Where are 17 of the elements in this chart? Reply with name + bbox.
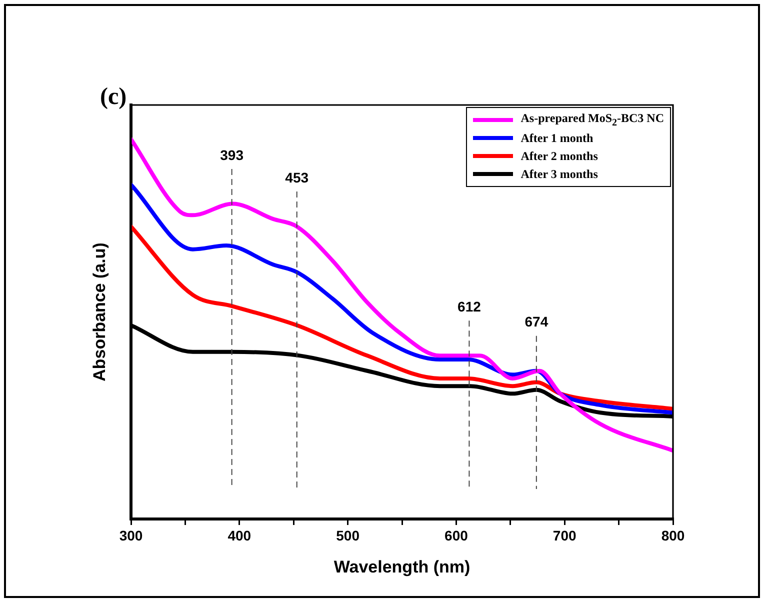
- x-tick-label: 300: [119, 527, 143, 544]
- ref-line-label: 453: [285, 169, 309, 186]
- ref-line-label: 612: [458, 298, 482, 315]
- legend-label: As-prepared MoS$_{2}$-BC3 NC: [520, 111, 664, 129]
- legend-label: After 3 months: [520, 166, 598, 182]
- ref-line-label: 393: [220, 146, 244, 163]
- x-tick-label: 800: [661, 527, 685, 544]
- chart-title: (c): [100, 84, 127, 111]
- y-axis-title: Absorbance (a.u): [90, 242, 109, 382]
- legend-label: After 1 month: [520, 130, 594, 146]
- ref-line-label: 674: [524, 314, 548, 330]
- x-tick-label: 400: [228, 527, 252, 544]
- x-axis-title: Wavelength (nm): [334, 557, 470, 576]
- x-tick-label: 500: [336, 527, 360, 544]
- x-tick-label: 700: [552, 527, 576, 544]
- legend-label: After 2 months: [520, 148, 598, 164]
- x-tick-label: 600: [444, 527, 468, 544]
